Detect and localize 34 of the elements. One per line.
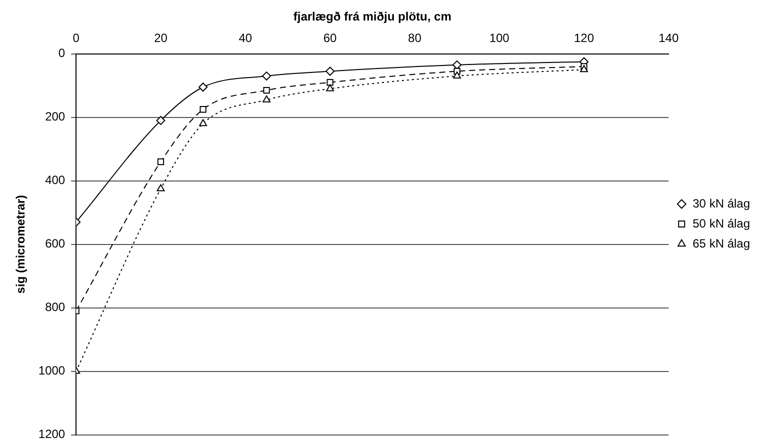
point [326,66,335,76]
x-tick-label: 100 [489,30,510,45]
x-tick-label: 60 [323,30,338,45]
legend-label: 50 kN álag [692,216,750,230]
point [453,72,461,79]
x-tick-label: 40 [238,30,252,45]
x-tick-label: 140 [658,30,679,45]
y-tick-label: 400 [45,173,66,188]
point [199,119,208,126]
point [262,72,272,81]
y-tick-label: 1000 [38,364,66,378]
point [263,86,270,94]
y-axis-title: sig (micrometrar) [14,194,28,294]
x-tick-label: 20 [154,30,168,45]
point [157,158,164,166]
point [326,79,334,86]
legend-label: 30 kN álag [692,196,750,210]
y-tick-label: 800 [45,300,66,314]
point [326,84,334,92]
legend-label: 65 kN álag [692,236,750,250]
x-tick-label: 0 [72,30,80,45]
x-tick-label: 120 [574,30,594,45]
point [200,106,206,113]
y-tick-label: 0 [58,46,66,60]
point [198,82,208,92]
y-tick-label: 1200 [38,427,66,442]
point [262,95,271,102]
point [156,184,165,192]
y-tick-label: 200 [45,110,66,124]
y-tick-label: 600 [45,236,66,251]
x-tick-label: 80 [408,30,422,45]
point [156,116,166,125]
point [580,65,588,72]
x-axis-title: fjarlægð frá miðju plötu, cm [293,10,452,24]
